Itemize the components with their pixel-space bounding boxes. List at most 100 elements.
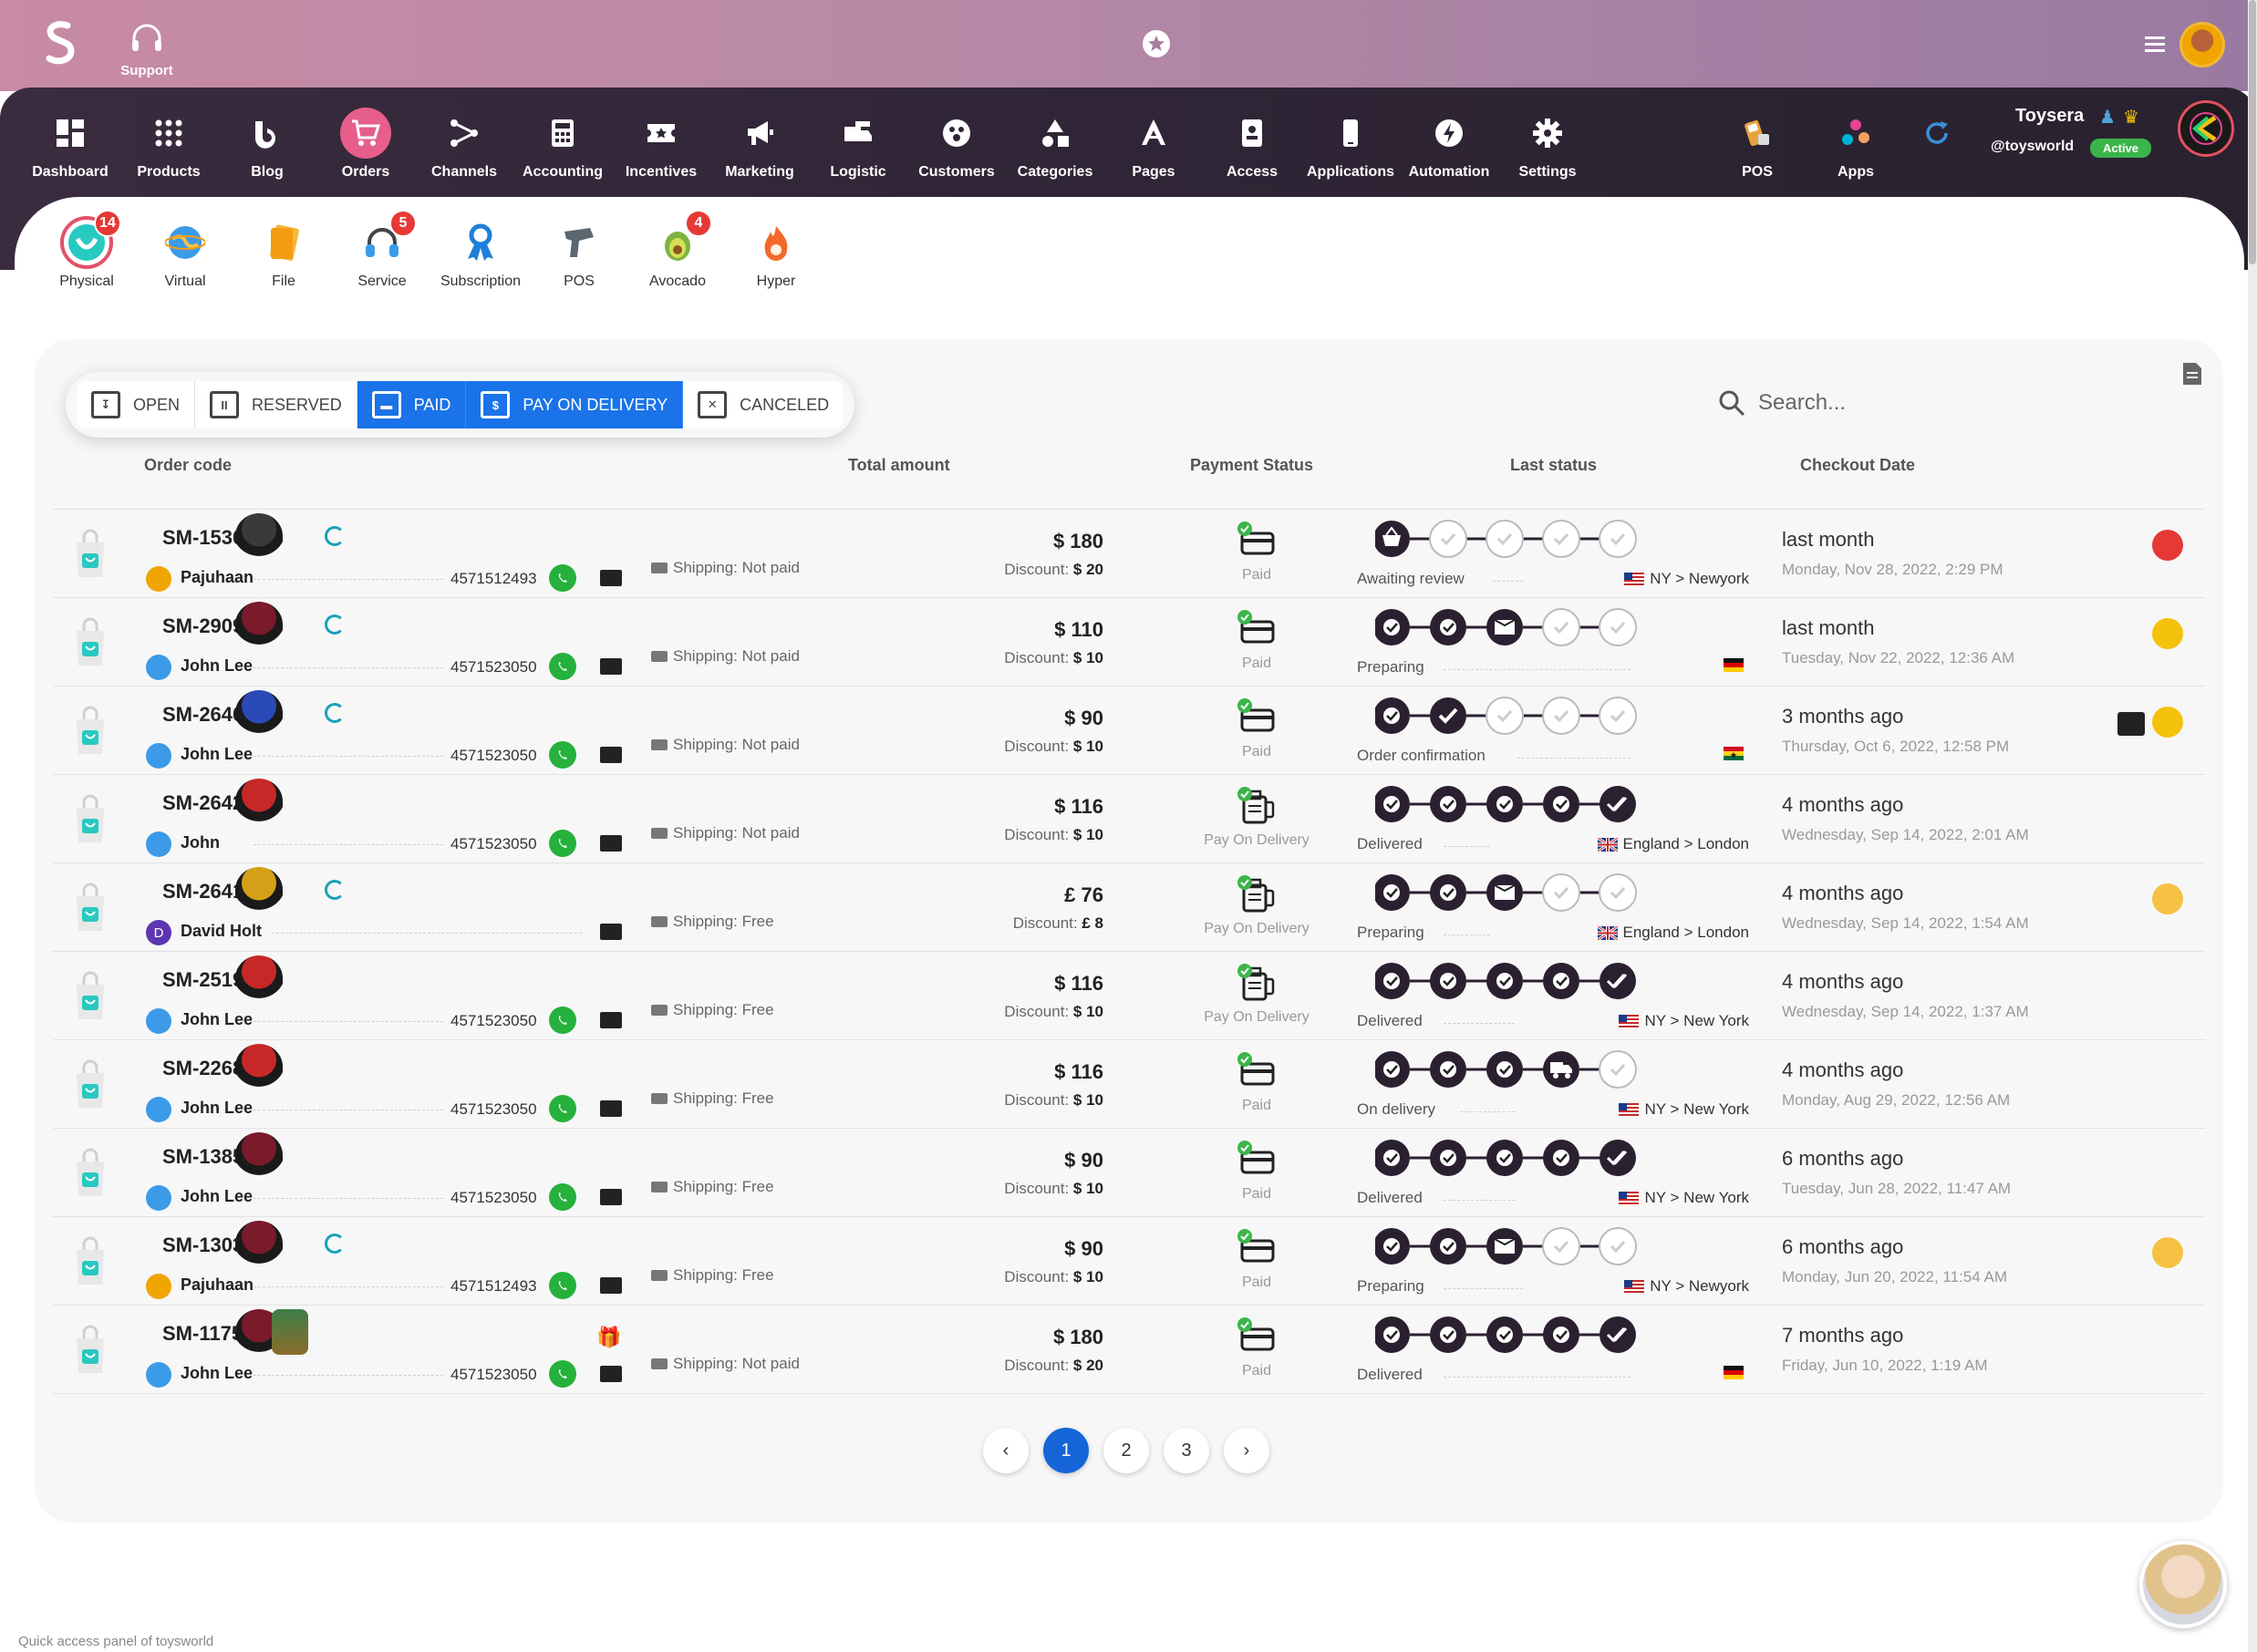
- order-progress[interactable]: [1375, 1226, 1640, 1266]
- order-code[interactable]: SM-2641: [162, 880, 244, 903]
- product-thumbnail[interactable]: [235, 955, 283, 1001]
- order-code[interactable]: SM-1303: [162, 1234, 244, 1256]
- nav-blog[interactable]: Blog: [218, 108, 316, 181]
- email-icon[interactable]: [600, 747, 622, 763]
- customer-name[interactable]: John Lee: [181, 1187, 254, 1205]
- nav-accounting[interactable]: Accounting: [513, 108, 612, 181]
- nav-access[interactable]: Access: [1203, 108, 1301, 181]
- order-progress[interactable]: [1375, 961, 1640, 1001]
- whatsapp-icon[interactable]: [549, 1272, 576, 1299]
- subnav-file[interactable]: File: [233, 215, 334, 290]
- table-row[interactable]: SM-1530 Pajuhaan 4571512493 Shipping: No…: [53, 509, 2205, 596]
- nav-orders[interactable]: Orders: [316, 108, 415, 181]
- order-code[interactable]: SM-1530: [162, 526, 244, 549]
- table-row[interactable]: SM-1175 🎁 John Lee 4571523050 Shipping: …: [53, 1305, 2205, 1392]
- nav-categories[interactable]: Categories: [1006, 108, 1104, 181]
- customer-name[interactable]: John: [181, 833, 220, 852]
- filter-pay-on-delivery[interactable]: $ PAY ON DELIVERY: [466, 381, 684, 428]
- customer-avatar[interactable]: [146, 1274, 171, 1299]
- subnav-service[interactable]: 5 Service: [332, 210, 432, 290]
- col-order-code[interactable]: Order code: [144, 456, 233, 474]
- next-page-button[interactable]: ›: [1224, 1428, 1269, 1473]
- order-progress[interactable]: [1375, 1138, 1640, 1178]
- customer-avatar[interactable]: [146, 1097, 171, 1122]
- nav-marketing[interactable]: Marketing: [710, 108, 809, 181]
- product-thumbnail[interactable]: [235, 779, 283, 824]
- whatsapp-icon[interactable]: [549, 830, 576, 857]
- customer-name[interactable]: John Lee: [181, 1364, 254, 1382]
- email-icon[interactable]: [600, 570, 622, 586]
- col-total-amount[interactable]: Total amount: [848, 456, 950, 474]
- payment-status[interactable]: Pay On Delivery: [1193, 874, 1320, 937]
- col-checkout-date[interactable]: Checkout Date: [1800, 456, 1916, 474]
- table-row[interactable]: SM-2642 John 4571523050 Shipping: Not pa…: [53, 774, 2205, 862]
- customer-name[interactable]: Pajuhaan: [181, 1275, 254, 1294]
- email-icon[interactable]: [600, 658, 622, 675]
- whatsapp-icon[interactable]: [549, 1095, 576, 1122]
- email-icon[interactable]: [600, 924, 622, 940]
- product-thumbnail[interactable]: [235, 867, 283, 913]
- nav-logistic[interactable]: Logistic: [809, 108, 907, 181]
- email-icon[interactable]: [600, 1012, 622, 1028]
- product-thumbnail[interactable]: [235, 513, 283, 559]
- payment-status[interactable]: Paid: [1193, 1316, 1320, 1379]
- customer-mood-icon[interactable]: [2152, 618, 2183, 649]
- customer-name[interactable]: John Lee: [181, 1099, 254, 1117]
- whatsapp-icon[interactable]: [549, 1007, 576, 1034]
- order-progress[interactable]: [1375, 1315, 1640, 1355]
- page-button[interactable]: 2: [1103, 1428, 1149, 1473]
- chat-icon[interactable]: [2117, 712, 2145, 736]
- nav-dashboard[interactable]: Dashboard: [21, 108, 119, 181]
- table-row[interactable]: SM-1385 John Lee 4571523050 Shipping: Fr…: [53, 1128, 2205, 1215]
- product-thumbnail[interactable]: [272, 1309, 308, 1355]
- customer-avatar[interactable]: [146, 831, 171, 857]
- customer-name[interactable]: John Lee: [181, 656, 254, 675]
- payment-status[interactable]: Pay On Delivery: [1193, 963, 1320, 1026]
- email-icon[interactable]: [600, 1277, 622, 1294]
- order-code[interactable]: SM-1175: [162, 1322, 243, 1345]
- product-thumbnail[interactable]: [235, 1044, 283, 1089]
- table-row[interactable]: SM-2641 D David Holt Shipping: Free £ 76…: [53, 862, 2205, 950]
- order-code[interactable]: SM-2642: [162, 791, 244, 814]
- table-row[interactable]: SM-1303 Pajuhaan 4571512493 Shipping: Fr…: [53, 1216, 2205, 1304]
- payment-status[interactable]: Paid: [1193, 1228, 1320, 1291]
- nav-pos[interactable]: POS: [1708, 108, 1807, 181]
- product-thumbnail[interactable]: [235, 1221, 283, 1266]
- order-progress[interactable]: [1375, 1049, 1640, 1089]
- order-progress[interactable]: [1375, 519, 1640, 559]
- scrollbar-thumb[interactable]: [2249, 0, 2256, 264]
- payment-status[interactable]: Paid: [1193, 609, 1320, 672]
- subnav-pos[interactable]: POS: [529, 215, 629, 290]
- filter-paid[interactable]: ▬ PAID: [357, 381, 467, 428]
- table-row[interactable]: SM-2640 John Lee 4571523050 Shipping: No…: [53, 686, 2205, 773]
- report-icon[interactable]: [2179, 361, 2205, 387]
- order-code[interactable]: SM-2268: [162, 1057, 244, 1079]
- customer-avatar[interactable]: [146, 1185, 171, 1211]
- support-agent-avatar[interactable]: [2139, 1541, 2227, 1628]
- subnav-subscription[interactable]: Subscription: [430, 215, 531, 290]
- logo-icon[interactable]: [40, 20, 80, 66]
- payment-status[interactable]: Paid: [1193, 1051, 1320, 1114]
- filter-open[interactable]: ↧ OPEN: [77, 381, 196, 428]
- payment-status[interactable]: Paid: [1193, 1140, 1320, 1203]
- order-progress[interactable]: [1375, 872, 1640, 913]
- page-button[interactable]: 1: [1043, 1428, 1089, 1473]
- filter-reserved[interactable]: II RESERVED: [195, 381, 357, 428]
- product-thumbnail[interactable]: [235, 602, 283, 647]
- order-progress[interactable]: [1375, 784, 1640, 824]
- table-row[interactable]: SM-2909 John Lee 4571523050 Shipping: No…: [53, 597, 2205, 685]
- support-button[interactable]: Support: [117, 22, 177, 78]
- table-row[interactable]: SM-2268 John Lee 4571523050 Shipping: Fr…: [53, 1039, 2205, 1127]
- nav-incentives[interactable]: Incentives: [612, 108, 710, 181]
- star-icon[interactable]: [1142, 29, 1171, 58]
- order-code[interactable]: SM-2519: [162, 968, 244, 991]
- prev-page-button[interactable]: ‹: [983, 1428, 1029, 1473]
- customer-mood-icon[interactable]: [2152, 1237, 2183, 1268]
- menu-icon[interactable]: [2145, 35, 2169, 55]
- nav-pages[interactable]: Pages: [1104, 108, 1203, 181]
- customer-mood-icon[interactable]: [2152, 883, 2183, 914]
- customer-avatar[interactable]: [146, 655, 171, 680]
- order-code[interactable]: SM-1385: [162, 1145, 244, 1168]
- product-thumbnail[interactable]: [235, 1132, 283, 1178]
- order-code[interactable]: SM-2640: [162, 703, 244, 726]
